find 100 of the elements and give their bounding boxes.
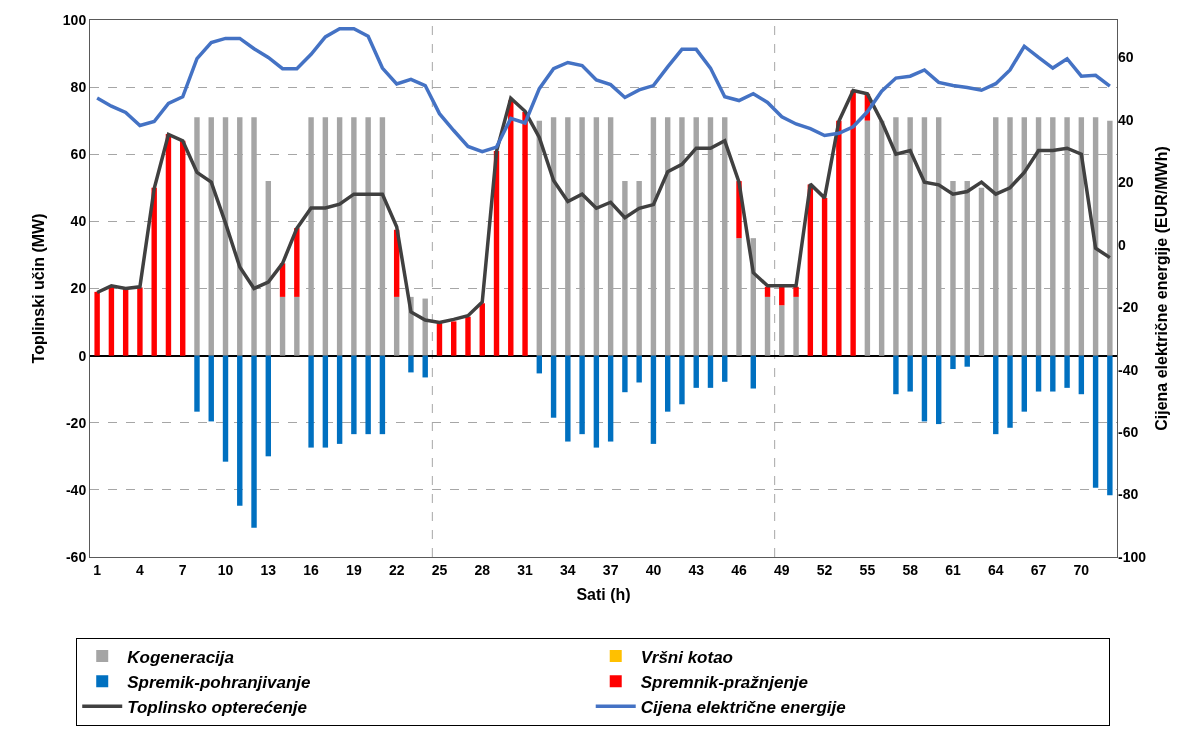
y-tick-label: 0 — [78, 347, 87, 364]
bar — [907, 355, 913, 392]
bar — [294, 296, 300, 356]
x-tick-label: 61 — [945, 561, 961, 578]
y2-tick-label: 20 — [1118, 174, 1134, 191]
x-tick-label: 13 — [260, 561, 277, 578]
bar — [593, 355, 600, 448]
y2-tick-label: -20 — [1118, 299, 1139, 316]
bar — [964, 181, 970, 356]
bar — [1064, 355, 1070, 388]
x-tick-label: 22 — [388, 561, 405, 578]
bar — [550, 355, 557, 418]
bar — [664, 355, 671, 412]
bar — [137, 287, 143, 356]
y2-tick-label: -80 — [1118, 486, 1139, 503]
bar — [222, 355, 229, 462]
x-tick-label: 49 — [774, 561, 790, 578]
legend-label: Cijena električne energije — [640, 697, 846, 717]
x-tick-label: 34 — [560, 561, 576, 578]
bar — [351, 355, 357, 435]
bar — [1050, 355, 1056, 392]
bar — [693, 355, 699, 388]
x-tick-label: 25 — [431, 561, 448, 578]
bar — [365, 355, 371, 435]
bar — [322, 355, 329, 448]
x-tick-label: 70 — [1073, 561, 1090, 578]
bar — [336, 355, 343, 444]
bar — [679, 355, 685, 405]
legend-label: Spremik-pohranjivanje — [127, 672, 311, 692]
bar — [294, 228, 300, 297]
legend-label: Vršni kotao — [640, 647, 734, 667]
x-tick-label: 40 — [645, 561, 662, 578]
x-tick-label: 58 — [902, 561, 919, 578]
bar — [393, 296, 400, 356]
y-tick-label: 60 — [70, 146, 87, 163]
x-tick-label: 28 — [474, 561, 491, 578]
bar — [1092, 355, 1099, 488]
x-tick-label: 37 — [602, 561, 619, 578]
bar — [251, 355, 257, 528]
bar — [422, 355, 428, 378]
bar — [265, 355, 272, 457]
x-tick-label: 7 — [178, 561, 187, 578]
bar — [122, 288, 129, 356]
bar — [893, 355, 899, 395]
y2-tick-label: 60 — [1118, 49, 1134, 66]
y-tick-label: 40 — [70, 213, 87, 230]
bar — [379, 355, 386, 435]
legend-label: Kogeneracija — [127, 647, 234, 667]
x-tick-label: 16 — [303, 561, 320, 578]
y2-tick-label: -40 — [1118, 361, 1139, 378]
bar — [636, 355, 642, 383]
bar — [94, 291, 100, 356]
legend-label: Spremnik-pražnjenje — [640, 672, 808, 692]
y-axis-title: Toplinski učin (MW) — [29, 213, 47, 364]
bar — [465, 316, 471, 356]
bar — [935, 355, 942, 425]
x-tick-label: 1 — [93, 561, 102, 578]
x-tick-label: 67 — [1030, 561, 1047, 578]
x-tick-label: 31 — [517, 561, 534, 578]
line-series — [95, 26, 1112, 154]
x-tick-label: 43 — [688, 561, 705, 578]
y-tick-label: 100 — [62, 11, 87, 28]
legend-label: Toplinsko opterećenje — [127, 697, 308, 717]
y2-tick-label: 0 — [1118, 236, 1126, 253]
bar — [993, 355, 999, 435]
bar — [921, 355, 928, 422]
bar — [622, 355, 628, 393]
bar — [793, 286, 799, 297]
line-series — [95, 88, 1112, 325]
bar — [1078, 355, 1085, 395]
bar — [422, 298, 428, 356]
bar — [579, 355, 585, 435]
bar — [237, 355, 243, 506]
bar — [764, 296, 771, 356]
bar — [151, 187, 157, 356]
y2-tick-label: 40 — [1118, 111, 1134, 128]
bar — [479, 303, 485, 356]
bar — [950, 355, 956, 370]
bar — [850, 90, 856, 356]
x-tick-label: 64 — [987, 561, 1004, 578]
bar — [522, 111, 528, 356]
bar — [279, 296, 286, 356]
x-axis-title: Sati (h) — [576, 586, 631, 604]
x-tick-label: 55 — [859, 561, 876, 578]
bar — [707, 355, 714, 388]
bar — [722, 355, 728, 382]
y2-tick-label: -100 — [1118, 548, 1147, 565]
bar — [607, 355, 614, 442]
x-tick-label: 4 — [136, 561, 145, 578]
bar — [964, 355, 970, 367]
bar — [836, 120, 842, 356]
x-tick-label: 10 — [217, 561, 234, 578]
bar — [208, 355, 214, 422]
bar — [1007, 355, 1013, 428]
y2-tick-label: -60 — [1118, 424, 1139, 441]
bar — [650, 355, 657, 444]
bar — [436, 323, 443, 356]
bar — [565, 355, 571, 442]
bar — [1107, 355, 1113, 496]
y2-axis-title: Cijena električne energije (EUR/MWh) — [1152, 146, 1170, 431]
